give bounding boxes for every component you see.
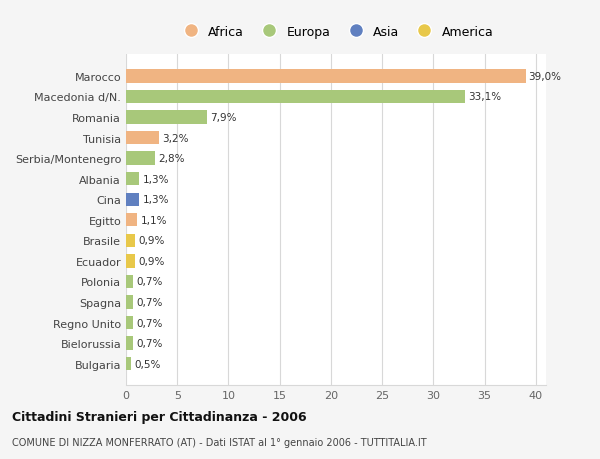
- Text: 0,9%: 0,9%: [138, 256, 164, 266]
- Text: 0,7%: 0,7%: [136, 338, 163, 348]
- Bar: [126, 296, 133, 309]
- Legend: Africa, Europa, Asia, America: Africa, Europa, Asia, America: [175, 22, 497, 42]
- Text: 3,2%: 3,2%: [162, 133, 188, 143]
- Text: 39,0%: 39,0%: [529, 72, 562, 82]
- Text: 0,9%: 0,9%: [138, 236, 164, 246]
- Text: 0,7%: 0,7%: [136, 277, 163, 287]
- Text: 0,5%: 0,5%: [134, 359, 161, 369]
- Bar: [126, 275, 133, 289]
- Text: Cittadini Stranieri per Cittadinanza - 2006: Cittadini Stranieri per Cittadinanza - 2…: [12, 410, 307, 423]
- Bar: [126, 90, 465, 104]
- Bar: [126, 152, 155, 165]
- Text: 1,3%: 1,3%: [142, 174, 169, 185]
- Text: 33,1%: 33,1%: [468, 92, 501, 102]
- Bar: [126, 255, 135, 268]
- Bar: [126, 337, 133, 350]
- Bar: [126, 357, 131, 370]
- Bar: [126, 173, 139, 186]
- Text: 0,7%: 0,7%: [136, 297, 163, 308]
- Text: 1,3%: 1,3%: [142, 195, 169, 205]
- Text: 2,8%: 2,8%: [158, 154, 184, 164]
- Bar: [126, 234, 135, 247]
- Bar: [126, 213, 137, 227]
- Text: 1,1%: 1,1%: [140, 215, 167, 225]
- Bar: [126, 193, 139, 207]
- Text: 0,7%: 0,7%: [136, 318, 163, 328]
- Bar: [126, 316, 133, 330]
- Bar: [126, 70, 526, 84]
- Bar: [126, 111, 207, 124]
- Text: COMUNE DI NIZZA MONFERRATO (AT) - Dati ISTAT al 1° gennaio 2006 - TUTTITALIA.IT: COMUNE DI NIZZA MONFERRATO (AT) - Dati I…: [12, 437, 427, 447]
- Bar: [126, 132, 159, 145]
- Text: 7,9%: 7,9%: [210, 113, 236, 123]
